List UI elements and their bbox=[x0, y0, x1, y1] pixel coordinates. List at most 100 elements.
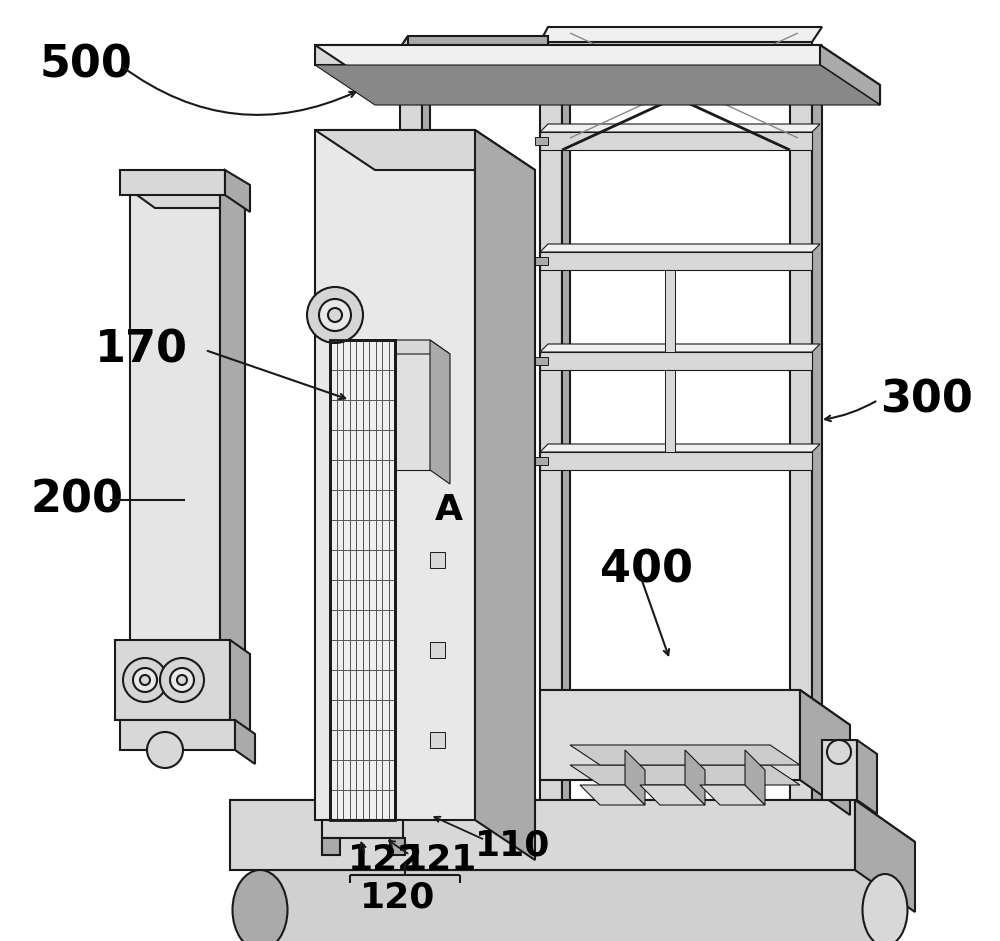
Polygon shape bbox=[665, 270, 675, 352]
Polygon shape bbox=[400, 60, 422, 840]
Polygon shape bbox=[392, 538, 405, 547]
Polygon shape bbox=[395, 425, 462, 440]
Polygon shape bbox=[350, 340, 430, 470]
Circle shape bbox=[170, 668, 194, 692]
Polygon shape bbox=[640, 785, 705, 805]
Circle shape bbox=[133, 668, 157, 692]
Text: 300: 300 bbox=[880, 378, 973, 422]
Polygon shape bbox=[260, 870, 885, 941]
Polygon shape bbox=[375, 85, 880, 103]
Text: 121: 121 bbox=[402, 843, 477, 877]
Text: 170: 170 bbox=[95, 328, 188, 372]
Polygon shape bbox=[130, 190, 220, 720]
Polygon shape bbox=[580, 785, 645, 805]
Polygon shape bbox=[540, 690, 800, 780]
Polygon shape bbox=[540, 452, 812, 470]
Polygon shape bbox=[540, 344, 820, 352]
Polygon shape bbox=[315, 45, 880, 85]
Polygon shape bbox=[475, 130, 535, 860]
Polygon shape bbox=[392, 188, 405, 197]
Polygon shape bbox=[790, 45, 822, 60]
Polygon shape bbox=[745, 750, 765, 805]
Polygon shape bbox=[130, 190, 245, 208]
Polygon shape bbox=[822, 740, 857, 800]
Polygon shape bbox=[540, 444, 820, 452]
Polygon shape bbox=[540, 252, 812, 270]
Polygon shape bbox=[350, 340, 450, 354]
Polygon shape bbox=[562, 48, 570, 830]
Polygon shape bbox=[540, 244, 820, 252]
Polygon shape bbox=[230, 640, 250, 734]
Text: 400: 400 bbox=[600, 549, 693, 592]
Polygon shape bbox=[430, 340, 450, 484]
Polygon shape bbox=[315, 65, 880, 105]
Polygon shape bbox=[120, 720, 235, 750]
Polygon shape bbox=[540, 132, 812, 150]
Polygon shape bbox=[400, 48, 430, 60]
Polygon shape bbox=[540, 690, 850, 725]
Ellipse shape bbox=[232, 870, 288, 941]
Text: 122: 122 bbox=[348, 843, 423, 877]
Polygon shape bbox=[330, 340, 395, 820]
Polygon shape bbox=[800, 690, 850, 815]
Polygon shape bbox=[395, 185, 462, 200]
Circle shape bbox=[147, 732, 183, 768]
Circle shape bbox=[160, 658, 204, 702]
Polygon shape bbox=[700, 785, 765, 805]
Polygon shape bbox=[115, 640, 230, 720]
Polygon shape bbox=[855, 800, 915, 912]
Polygon shape bbox=[422, 48, 430, 840]
Polygon shape bbox=[540, 48, 570, 60]
Polygon shape bbox=[535, 357, 548, 365]
Polygon shape bbox=[400, 36, 548, 48]
Polygon shape bbox=[390, 838, 405, 855]
Polygon shape bbox=[625, 750, 645, 805]
Polygon shape bbox=[400, 36, 408, 48]
Polygon shape bbox=[322, 838, 340, 855]
Text: 500: 500 bbox=[40, 43, 133, 87]
Text: 200: 200 bbox=[30, 479, 123, 521]
Polygon shape bbox=[665, 370, 675, 452]
Polygon shape bbox=[685, 750, 705, 805]
Ellipse shape bbox=[862, 874, 908, 941]
Polygon shape bbox=[820, 45, 880, 105]
Polygon shape bbox=[220, 190, 245, 738]
Circle shape bbox=[328, 308, 342, 322]
Polygon shape bbox=[230, 800, 915, 842]
Polygon shape bbox=[315, 130, 475, 820]
Circle shape bbox=[827, 740, 851, 764]
Polygon shape bbox=[540, 42, 812, 60]
Circle shape bbox=[123, 658, 167, 702]
Polygon shape bbox=[315, 45, 820, 65]
Polygon shape bbox=[230, 800, 855, 870]
Polygon shape bbox=[315, 130, 535, 170]
Polygon shape bbox=[857, 740, 877, 814]
Polygon shape bbox=[430, 732, 445, 748]
Polygon shape bbox=[540, 352, 812, 370]
Polygon shape bbox=[812, 45, 822, 830]
Polygon shape bbox=[540, 27, 822, 42]
Polygon shape bbox=[392, 428, 405, 437]
Polygon shape bbox=[535, 457, 548, 465]
Polygon shape bbox=[540, 124, 820, 132]
Polygon shape bbox=[322, 820, 403, 838]
Polygon shape bbox=[395, 535, 462, 550]
Text: 120: 120 bbox=[360, 881, 435, 915]
Polygon shape bbox=[790, 60, 812, 830]
Polygon shape bbox=[430, 552, 445, 568]
Polygon shape bbox=[535, 137, 548, 145]
Polygon shape bbox=[120, 170, 225, 195]
Polygon shape bbox=[395, 305, 462, 320]
Polygon shape bbox=[535, 257, 548, 265]
Polygon shape bbox=[225, 170, 250, 212]
Polygon shape bbox=[540, 60, 562, 830]
Circle shape bbox=[319, 299, 351, 331]
Text: A: A bbox=[435, 493, 463, 527]
Text: 110: 110 bbox=[475, 828, 550, 862]
Polygon shape bbox=[570, 765, 800, 785]
Polygon shape bbox=[235, 720, 255, 764]
Polygon shape bbox=[430, 642, 445, 658]
Polygon shape bbox=[392, 308, 405, 317]
Circle shape bbox=[177, 675, 187, 685]
Circle shape bbox=[307, 287, 363, 343]
